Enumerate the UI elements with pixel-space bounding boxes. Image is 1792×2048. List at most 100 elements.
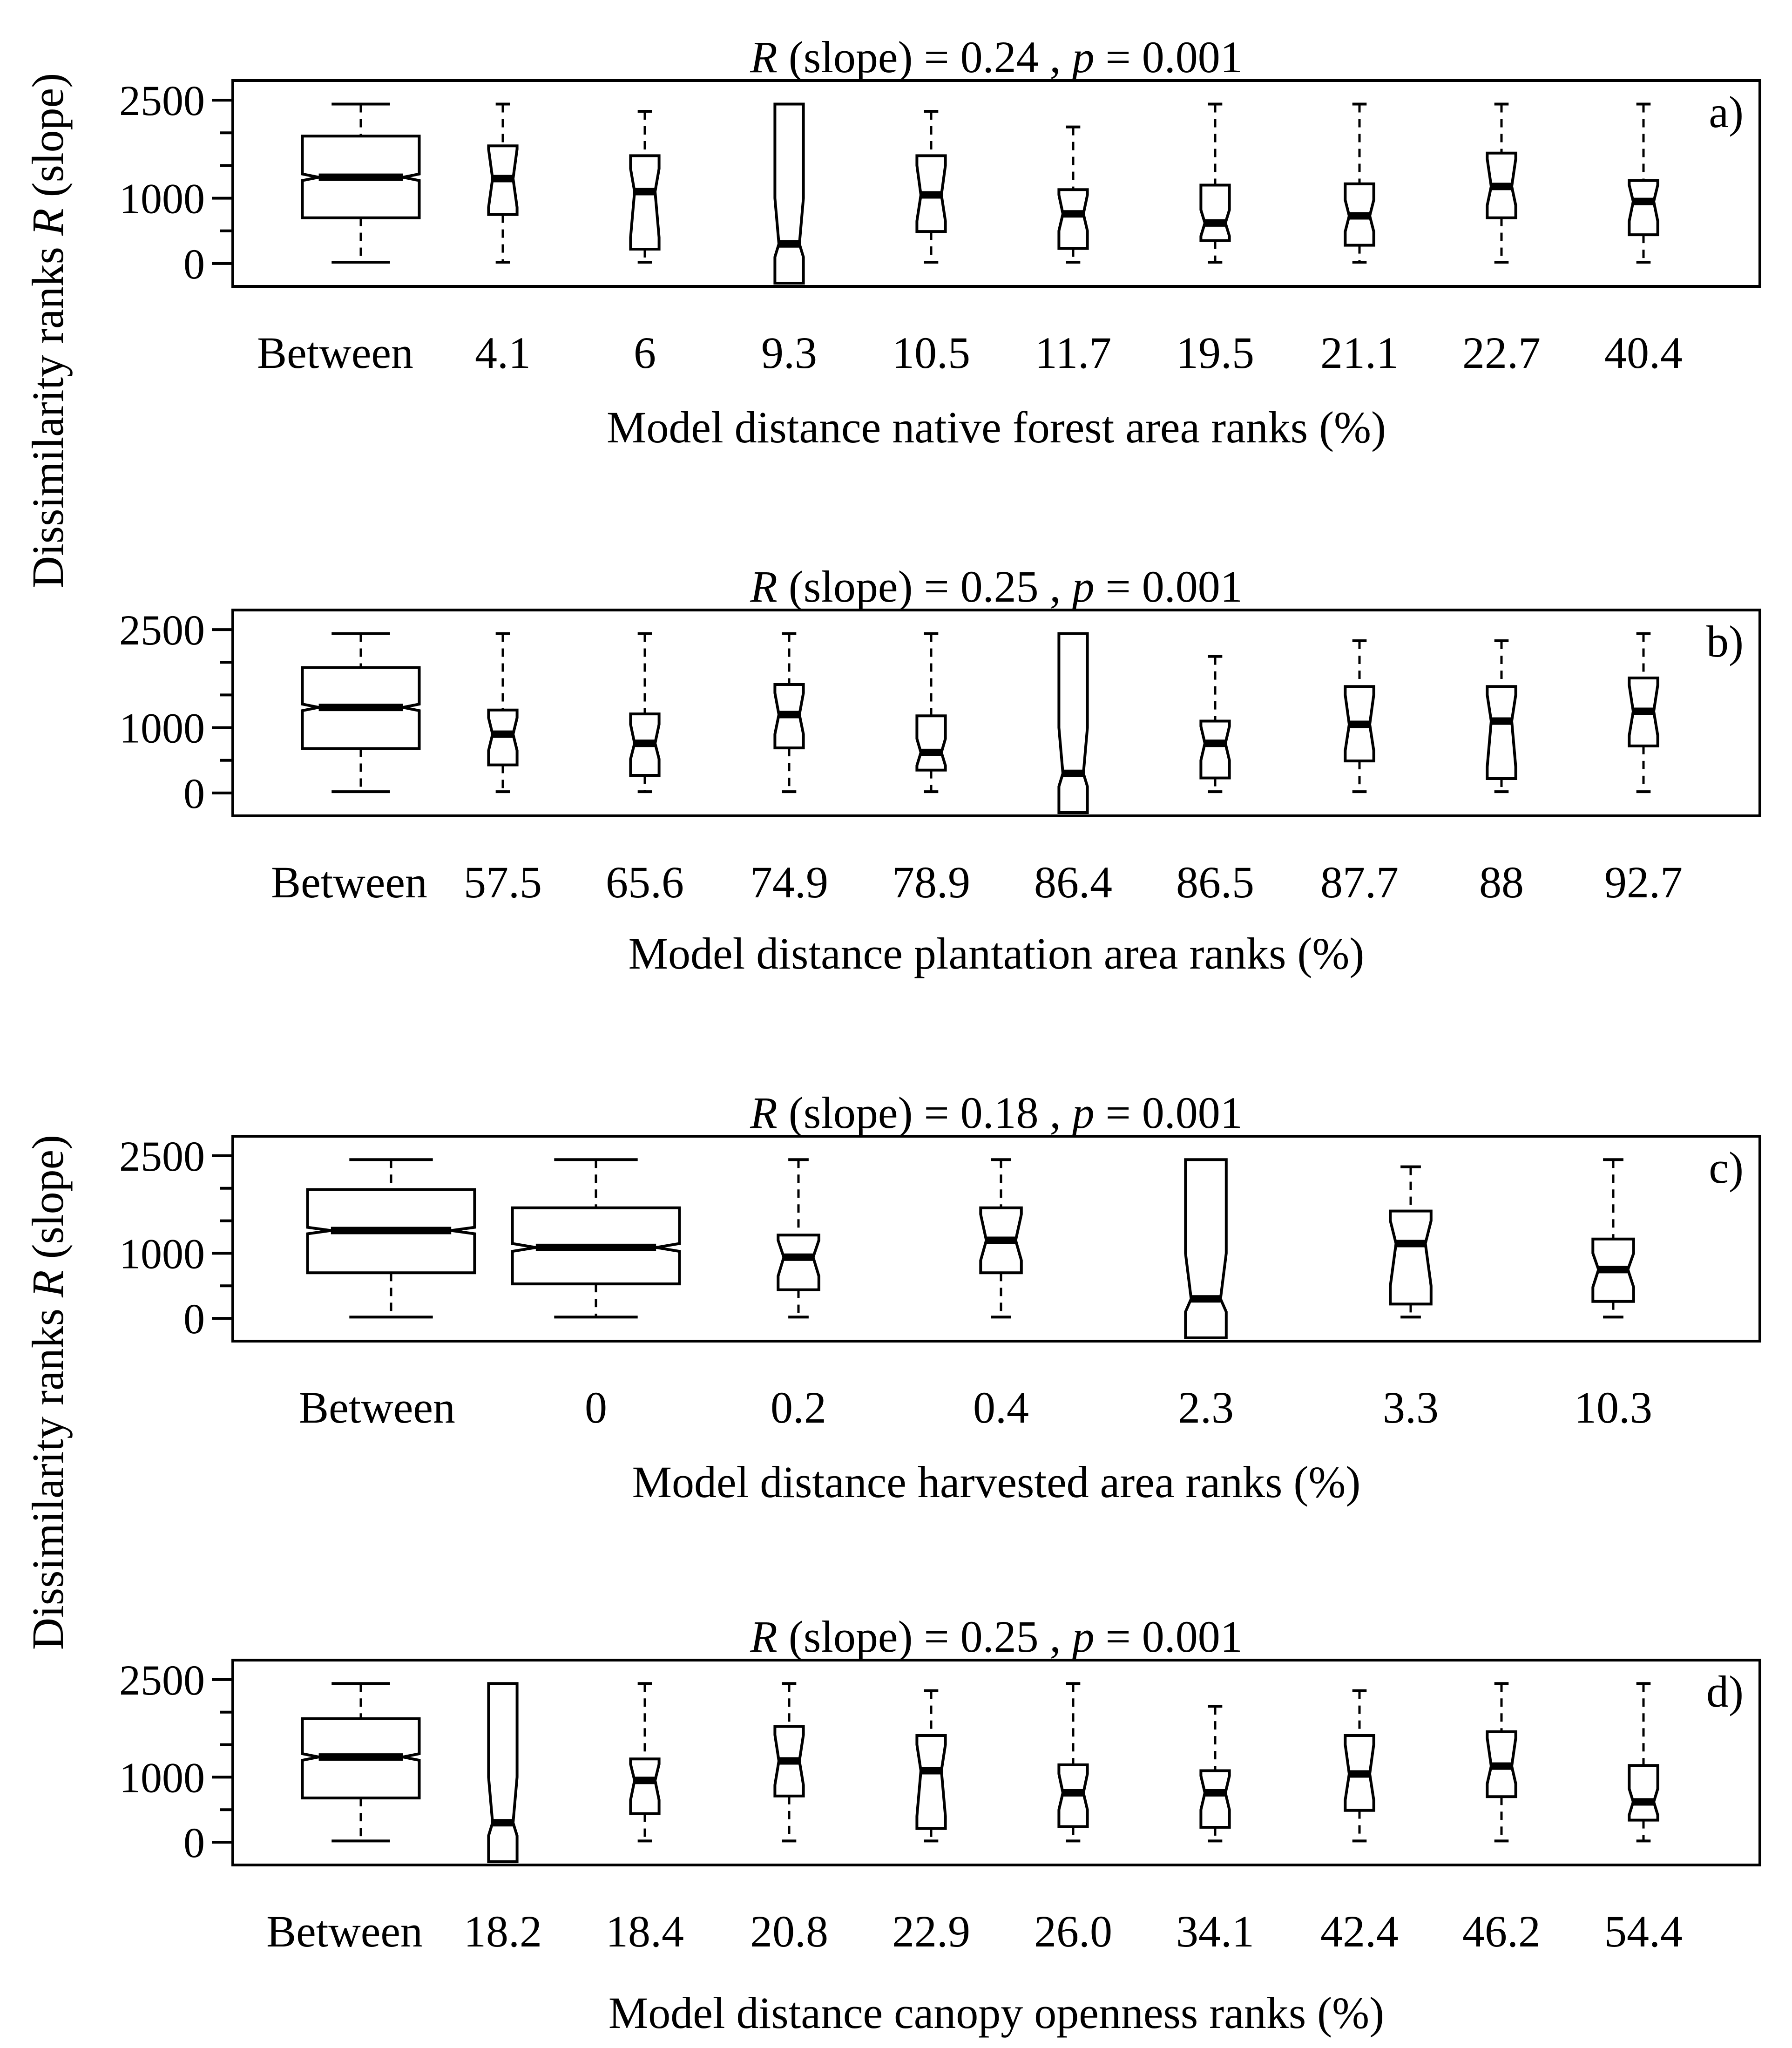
x-tick-label: 86.4 bbox=[1034, 857, 1112, 907]
box-0 bbox=[301, 632, 421, 793]
y-tick-label: 0 bbox=[183, 1819, 205, 1866]
box-body bbox=[1486, 685, 1517, 780]
x-tick-label: 87.7 bbox=[1320, 857, 1399, 907]
x-tick-label: 78.9 bbox=[892, 857, 970, 907]
box-9 bbox=[1628, 102, 1659, 264]
box-7 bbox=[1344, 1689, 1375, 1843]
x-tick-label: Between bbox=[266, 1906, 423, 1956]
x-tick-label: 10.3 bbox=[1574, 1383, 1652, 1432]
y-tick-label: 2500 bbox=[119, 77, 205, 124]
y-tick-label: 0 bbox=[183, 240, 205, 288]
y-axis-label-top: Dissimilarity ranks R (slope) bbox=[23, 73, 73, 588]
x-tick-label: 57.5 bbox=[464, 857, 542, 907]
panel-c: R (slope) = 0.18 , p = 0.001 c) 0 1000 2500 B… bbox=[119, 1088, 1761, 1507]
x-tick-label: 9.3 bbox=[761, 328, 817, 378]
box-0 bbox=[301, 1682, 421, 1843]
x-tick-label: 22.7 bbox=[1462, 328, 1541, 378]
x-tick-label: Between bbox=[299, 1383, 455, 1432]
x-tick-label: 88 bbox=[1479, 857, 1524, 907]
x-tick-label: 2.3 bbox=[1178, 1383, 1234, 1432]
box-2 bbox=[777, 1158, 820, 1319]
panel-label: a) bbox=[1709, 87, 1744, 137]
panel-d: R (slope) = 0.25 , p = 0.001 d) 0 1000 2500 B… bbox=[119, 1612, 1761, 2038]
x-tick-label: 46.2 bbox=[1462, 1906, 1541, 1956]
box-0 bbox=[306, 1158, 476, 1319]
box-7 bbox=[1344, 102, 1375, 264]
box-6 bbox=[1591, 1158, 1635, 1319]
y-tick-label: 1000 bbox=[119, 1754, 205, 1801]
panel-label: d) bbox=[1706, 1667, 1744, 1716]
y-tick-label: 2500 bbox=[119, 1133, 205, 1180]
plot-frame bbox=[231, 609, 1761, 817]
x-tick-label: 19.5 bbox=[1176, 328, 1254, 378]
box-body bbox=[1199, 1769, 1231, 1829]
x-axis-label: Model distance harvested area ranks (%) bbox=[632, 1457, 1361, 1507]
box-5 bbox=[1057, 125, 1089, 264]
x-axis-label: Model distance plantation area ranks (%) bbox=[629, 929, 1365, 978]
panel-title: R (slope) = 0.25 , p = 0.001 bbox=[750, 562, 1243, 611]
box-5 bbox=[1389, 1165, 1433, 1319]
x-tick-label: 18.2 bbox=[464, 1906, 542, 1956]
box-body bbox=[487, 1682, 519, 1863]
x-tick-label: 21.1 bbox=[1320, 328, 1399, 378]
box-6 bbox=[1199, 102, 1231, 264]
x-tick-label: 0.2 bbox=[771, 1383, 826, 1432]
y-tick-label: 0 bbox=[183, 1295, 205, 1343]
box-4 bbox=[915, 109, 947, 264]
box-body bbox=[1057, 188, 1089, 250]
box-body bbox=[773, 102, 805, 285]
x-tick-label: 18.4 bbox=[606, 1906, 684, 1956]
box-0 bbox=[301, 102, 421, 264]
plot-frame bbox=[231, 1135, 1761, 1343]
plot-frame bbox=[231, 79, 1761, 288]
x-tick-label: 86.5 bbox=[1176, 857, 1254, 907]
x-tick-label: 40.4 bbox=[1604, 328, 1683, 378]
box-2 bbox=[629, 632, 661, 793]
box-3 bbox=[773, 102, 805, 285]
box-9 bbox=[1628, 1682, 1659, 1843]
box-body bbox=[777, 1234, 820, 1291]
x-tick-label: 34.1 bbox=[1176, 1906, 1254, 1956]
y-tick-label: 0 bbox=[183, 770, 205, 817]
x-tick-label: 54.4 bbox=[1604, 1906, 1683, 1956]
x-tick-label: 74.9 bbox=[750, 857, 828, 907]
box-8 bbox=[1486, 1682, 1517, 1843]
panel-b: R (slope) = 0.25 , p = 0.001 b) 0 1000 2500 B… bbox=[119, 562, 1761, 978]
panel-label: b) bbox=[1706, 617, 1744, 666]
x-tick-label: 42.4 bbox=[1320, 1906, 1399, 1956]
box-2 bbox=[629, 1682, 661, 1843]
panel-label: c) bbox=[1709, 1143, 1744, 1193]
y-tick-label: 2500 bbox=[119, 1656, 205, 1704]
y-tick-label: 2500 bbox=[119, 606, 205, 654]
y-tick-label: 1000 bbox=[119, 175, 205, 223]
box-body bbox=[629, 154, 661, 251]
y-tick-label: 1000 bbox=[119, 1230, 205, 1277]
panel-title: R (slope) = 0.24 , p = 0.001 bbox=[750, 32, 1243, 82]
y-tick-label: 1000 bbox=[119, 705, 205, 752]
box-1 bbox=[487, 102, 519, 264]
x-tick-label: 0.4 bbox=[973, 1383, 1029, 1432]
box-5 bbox=[1057, 632, 1089, 814]
box-body bbox=[629, 1757, 661, 1815]
box-6 bbox=[1199, 1705, 1231, 1843]
box-body bbox=[1184, 1158, 1228, 1339]
box-2 bbox=[629, 109, 661, 264]
box-body bbox=[1628, 1764, 1659, 1822]
box-1 bbox=[487, 1682, 519, 1863]
x-tick-label: 22.9 bbox=[892, 1906, 970, 1956]
box-8 bbox=[1486, 639, 1517, 793]
panel-title: R (slope) = 0.25 , p = 0.001 bbox=[750, 1612, 1243, 1661]
box-3 bbox=[773, 632, 805, 793]
box-1 bbox=[487, 632, 519, 793]
box-body bbox=[915, 714, 947, 772]
x-tick-label: 11.7 bbox=[1035, 328, 1111, 378]
box-5 bbox=[1057, 1682, 1089, 1843]
x-axis-label: Model distance canopy openness ranks (%) bbox=[609, 1988, 1384, 2038]
x-tick-label: 92.7 bbox=[1604, 857, 1683, 907]
box-body bbox=[1199, 719, 1231, 780]
x-tick-label: 10.5 bbox=[892, 328, 970, 378]
box-8 bbox=[1486, 102, 1517, 264]
x-tick-label: 4.1 bbox=[475, 328, 531, 378]
box-body bbox=[1389, 1209, 1433, 1306]
box-9 bbox=[1628, 632, 1659, 793]
